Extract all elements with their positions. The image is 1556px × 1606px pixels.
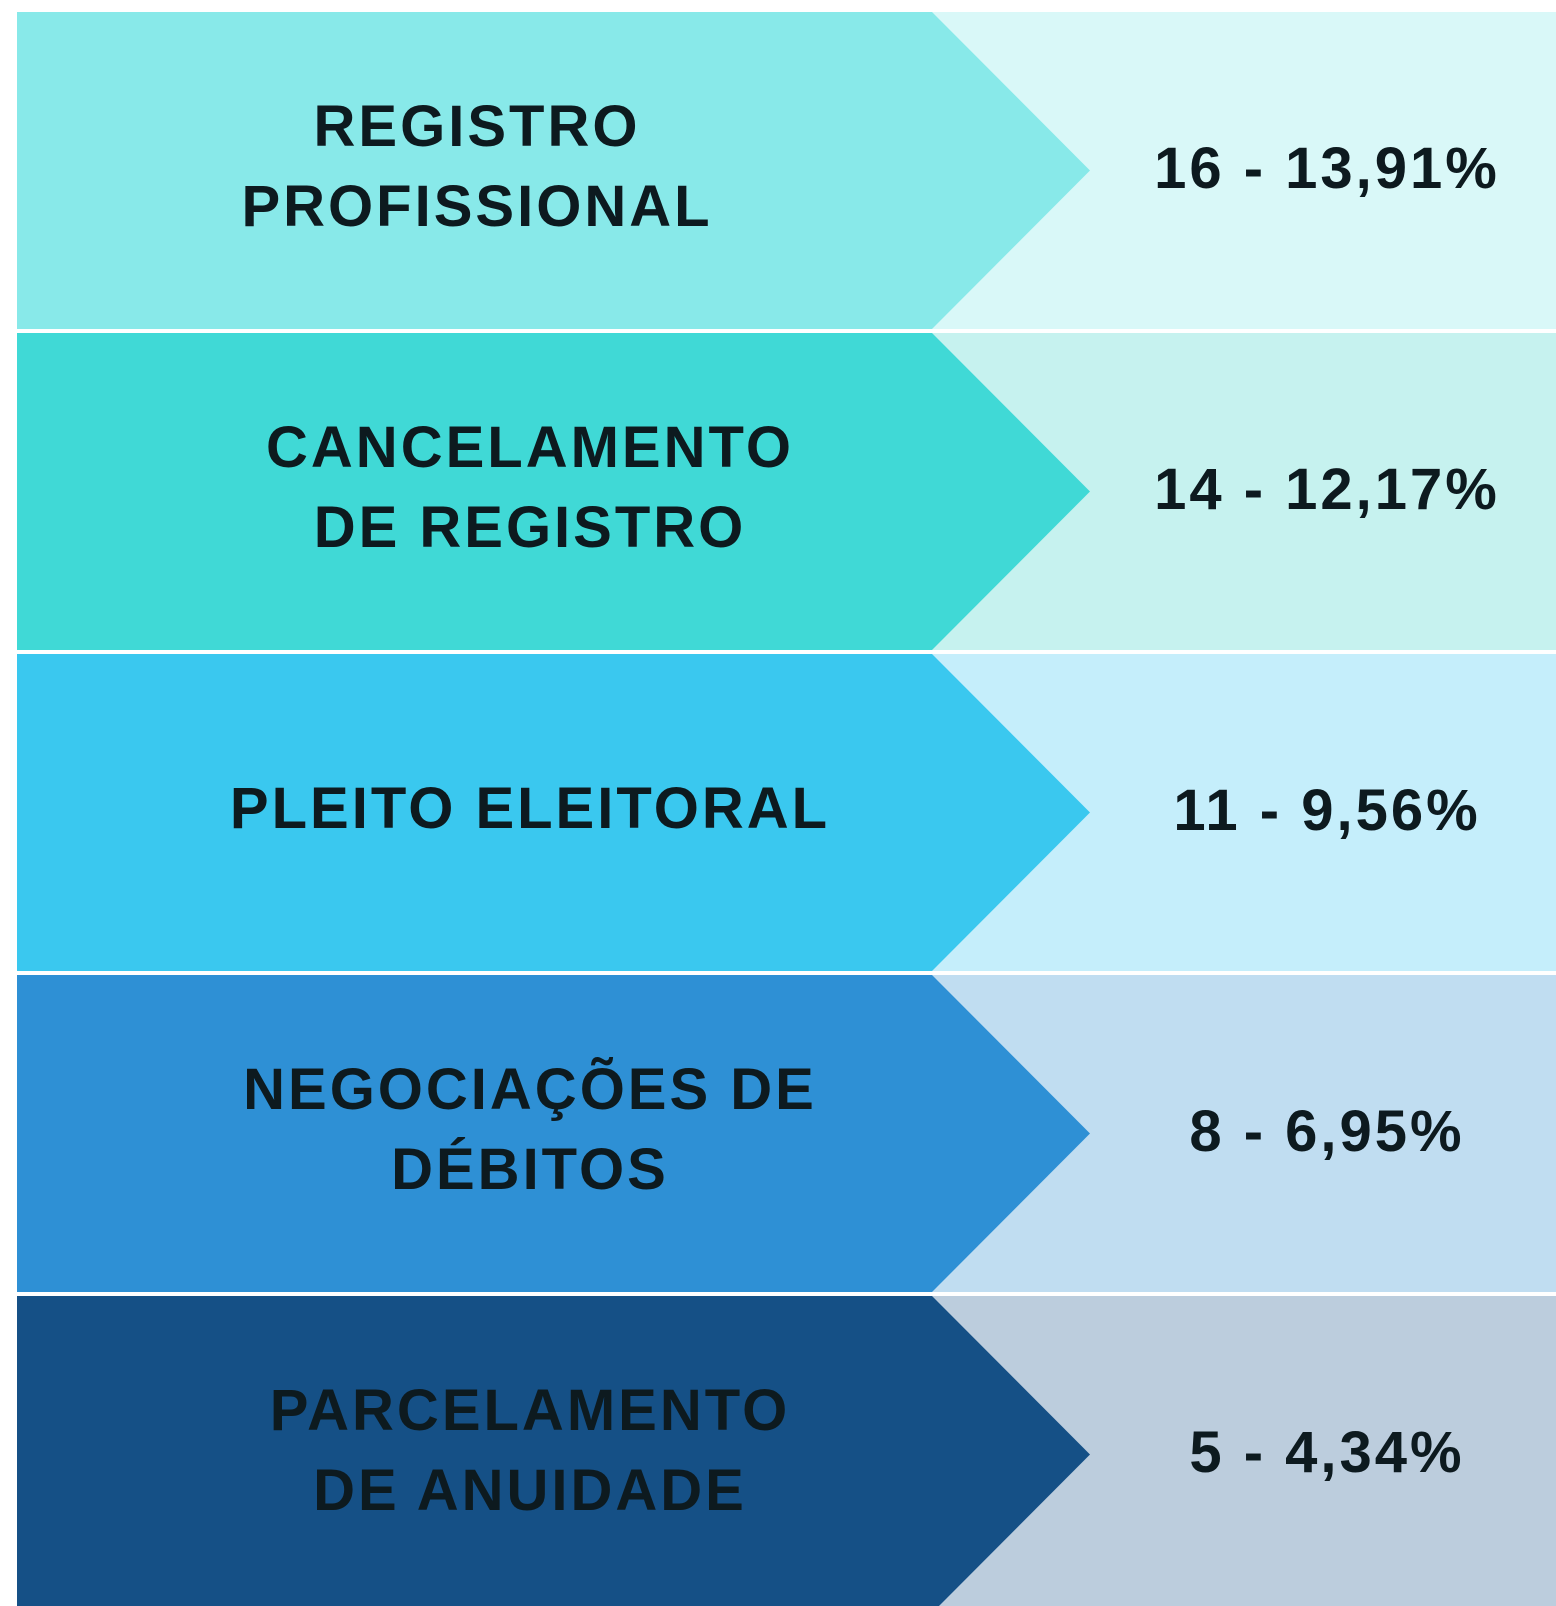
row-label: DE REGISTRO [314,495,747,560]
label-arrow [17,1296,1090,1606]
label-arrow [17,975,1090,1292]
row-label: NEGOCIAÇÕES DE [243,1057,817,1122]
row-label: DE ANUIDADE [313,1458,747,1523]
label-arrow [17,333,1090,650]
label-arrow [17,654,1090,971]
row-label: REGISTRO [314,94,641,159]
row-label: DÉBITOS [391,1137,669,1202]
row-label: CANCELAMENTO [266,415,794,480]
row-label: PROFISSIONAL [241,174,712,239]
row-value: 8 - 6,95% [1189,1099,1464,1164]
row-value: 5 - 4,34% [1189,1420,1464,1485]
row-label: PLEITO ELEITORAL [230,776,830,841]
row-label: PARCELAMENTO [270,1378,790,1443]
label-arrow [17,12,1090,329]
row-value: 14 - 12,17% [1154,457,1500,522]
row-value: 11 - 9,56% [1173,778,1480,843]
row-value: 16 - 13,91% [1154,136,1500,201]
